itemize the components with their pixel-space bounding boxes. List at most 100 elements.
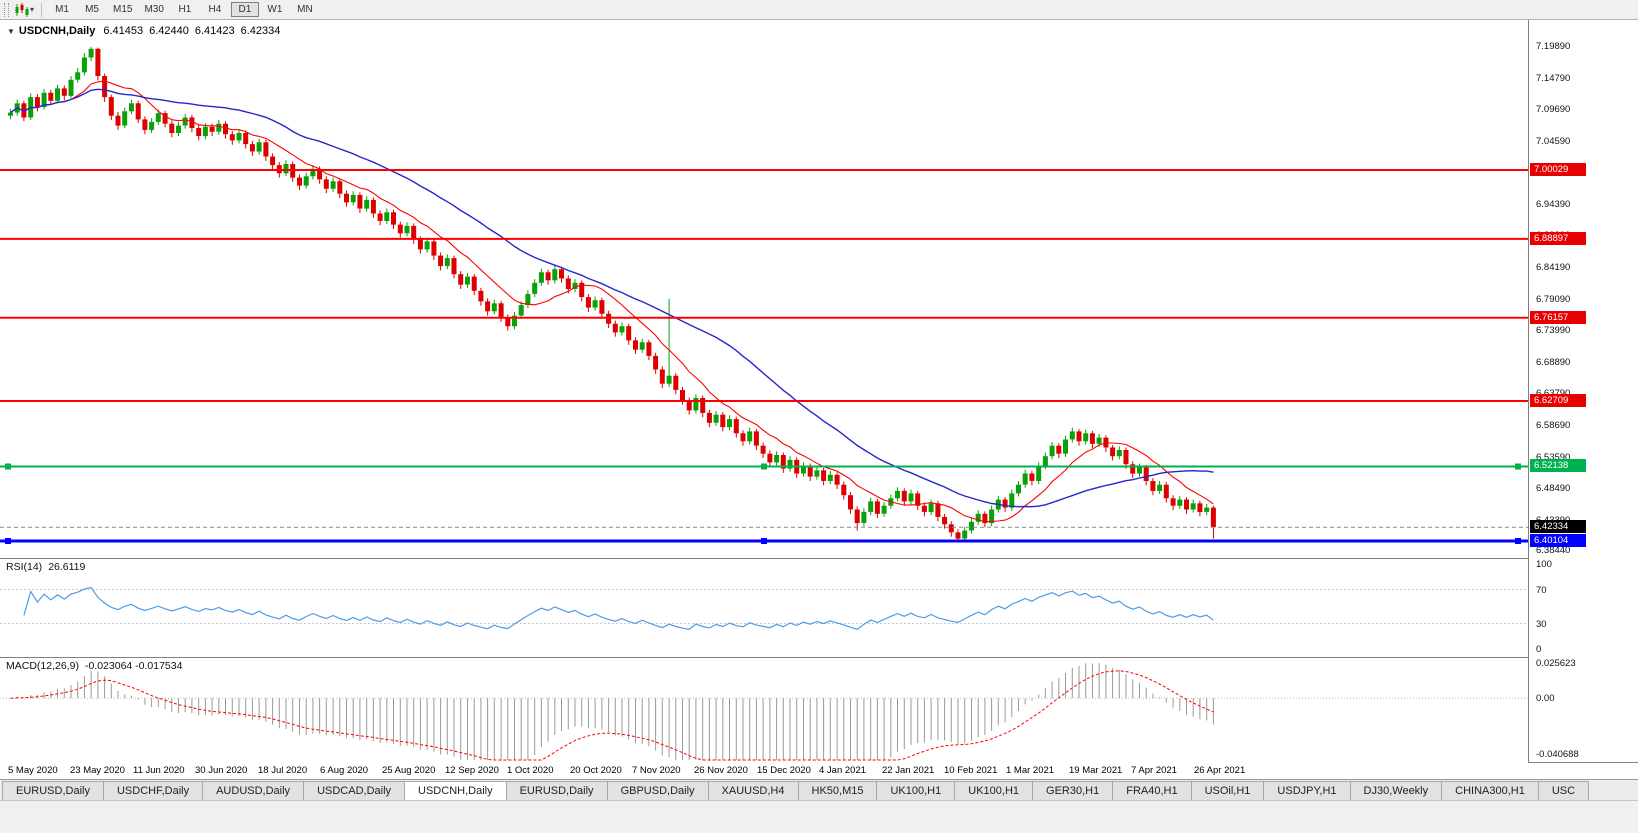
line-handle[interactable]: [761, 538, 767, 544]
line-handle[interactable]: [1515, 463, 1521, 470]
y-axis-tick: 6.58690: [1536, 420, 1571, 431]
chart-tab-5-eurusd-daily[interactable]: EURUSD,Daily: [505, 781, 608, 800]
x-axis-date: 18 Jul 2020: [258, 765, 308, 776]
y-axis-tick: 0.025623: [1536, 658, 1576, 669]
macd-panel-canvas[interactable]: [0, 657, 1528, 762]
toolbar-separator: [41, 2, 43, 17]
y-axis-tick: 7.04590: [1536, 136, 1571, 147]
chart-tab-13-usoil-h1[interactable]: USOil,H1: [1190, 781, 1265, 800]
price-label: 7.00029: [1530, 163, 1586, 176]
x-axis-date: 1 Oct 2020: [507, 765, 554, 776]
y-axis-tick: 6.63790: [1536, 388, 1570, 399]
timeframe-button-m1[interactable]: M1: [55, 4, 69, 15]
y-axis-tick: 0.00: [1536, 693, 1555, 704]
chart-tab-8-hk50-m15[interactable]: HK50,M15: [797, 781, 878, 800]
rsi-indicator-value: 26.6119: [48, 561, 86, 573]
timeframes-toolbar: ▾ M1 M5 M15 M30 H1 H4 D1 W1 MN: [0, 0, 1638, 20]
chart-tab-6-gbpusd-daily[interactable]: GBPUSD,Daily: [606, 781, 709, 800]
y-axis[interactable]: 7.198907.147907.096907.045906.994906.943…: [1528, 20, 1638, 762]
one-click-trading-arrow-icon[interactable]: ▼: [7, 27, 15, 36]
line-handle[interactable]: [1515, 538, 1521, 544]
x-axis-date: 7 Nov 2020: [632, 765, 681, 776]
toolbar-grip[interactable]: [4, 2, 9, 17]
y-axis-tick: 6.73990: [1536, 325, 1571, 336]
chart-tab-17-usc[interactable]: USC: [1537, 781, 1590, 800]
chart-tab-9-uk100-h1[interactable]: UK100,H1: [876, 781, 956, 800]
chart-tab-11-ger30-h1[interactable]: GER30,H1: [1032, 781, 1114, 800]
chevron-down-icon[interactable]: ▾: [30, 5, 35, 14]
chart-tab-0-eurusd-daily[interactable]: EURUSD,Daily: [2, 781, 104, 800]
y-axis-tick: 6.94390: [1536, 199, 1571, 210]
price-label: 6.76157: [1530, 311, 1586, 324]
chart-tab-1-usdchf-daily[interactable]: USDCHF,Daily: [102, 781, 204, 800]
chart-tab-2-audusd-daily[interactable]: AUDUSD,Daily: [202, 781, 305, 800]
x-axis-date: 23 May 2020: [70, 765, 125, 776]
y-axis-tick: 7.09690: [1536, 104, 1571, 115]
y-axis-tick: 6.79090: [1536, 294, 1571, 305]
candlestick-chart-icon[interactable]: [13, 2, 30, 18]
x-axis-date: 26 Apr 2021: [1194, 765, 1246, 776]
chart-tab-15-dj30-weekly[interactable]: DJ30,Weekly: [1349, 781, 1443, 800]
rsi-line: [23, 586, 1214, 631]
y-axis-tick: 0: [1536, 644, 1542, 655]
macd-label: MACD(12,26,9) -0.023064 -0.017534: [6, 660, 182, 672]
timeframe-button-m5[interactable]: M5: [85, 4, 99, 15]
price-label: 6.42334: [1530, 520, 1586, 533]
y-axis-tick: -0.040688: [1536, 749, 1579, 760]
x-axis-date: 30 Jun 2020: [195, 765, 248, 776]
price-chart-canvas[interactable]: [0, 20, 1528, 558]
macd-indicator-values: -0.023064 -0.017534: [84, 660, 183, 672]
x-axis-date: 15 Dec 2020: [757, 765, 811, 776]
price-label: 6.88897: [1530, 232, 1586, 245]
chart-title: ▼ USDCNH,Daily 6.41453 6.42440 6.41423 6.4233…: [7, 25, 286, 37]
line-handle[interactable]: [761, 463, 767, 470]
x-axis-date: 25 Aug 2020: [382, 765, 436, 776]
x-axis-date: 22 Jan 2021: [882, 765, 935, 776]
chart-tab-bar: EURUSD,Daily USDCHF,Daily AUDUSD,Daily USDC…: [0, 779, 1638, 800]
timeframe-buttons: M1 M5 M15 M30 H1 H4 D1 W1 MN: [47, 2, 320, 17]
y-axis-tick: 70: [1536, 585, 1547, 596]
chart-tab-10-uk100-h1[interactable]: UK100,H1: [954, 781, 1034, 800]
y-axis-tick: 6.38440: [1536, 545, 1571, 556]
timeframe-button-h4[interactable]: H4: [208, 4, 222, 15]
status-bar: [0, 800, 1638, 833]
x-axis-date: 4 Jan 2021: [819, 765, 867, 776]
y-axis-tick: 6.84190: [1536, 262, 1571, 273]
ma-fast-line: [10, 80, 1214, 523]
line-handle[interactable]: [5, 463, 11, 470]
line-handle[interactable]: [5, 538, 11, 544]
ohlc-high: 6.42440: [149, 25, 189, 37]
chart-tab-14-usdjpy-h1[interactable]: USDJPY,H1: [1263, 781, 1351, 800]
ma-slow-line: [10, 88, 1214, 508]
chart-tab-7-xauusd-h4[interactable]: XAUUSD,H4: [707, 781, 799, 800]
chart-tab-12-fra40-h1[interactable]: FRA40,H1: [1112, 781, 1192, 800]
rsi-indicator-name: RSI(14): [6, 561, 43, 573]
x-axis-date: 5 May 2020: [8, 765, 58, 776]
timeframe-button-d1[interactable]: D1: [230, 2, 259, 17]
ohlc-low: 6.41423: [194, 25, 235, 37]
ohlc-close: 6.42334: [240, 25, 281, 37]
timeframe-button-m15[interactable]: M15: [113, 4, 133, 15]
x-axis-date: 19 Mar 2021: [1069, 765, 1123, 776]
timeframe-button-m30[interactable]: M30: [144, 4, 164, 15]
chart-tab-3-usdcad-daily[interactable]: USDCAD,Daily: [303, 781, 406, 800]
panel-separator[interactable]: [0, 657, 1638, 658]
macd-signal-line: [10, 670, 1214, 761]
y-axis-tick: 30: [1536, 619, 1547, 630]
chart-tab-4-usdcnh-daily[interactable]: USDCNH,Daily: [404, 781, 507, 800]
rsi-label: RSI(14) 26.6119: [6, 561, 85, 573]
timeframe-button-h1[interactable]: H1: [178, 4, 192, 15]
chart-tab-16-china300-h1[interactable]: CHINA300,H1: [1441, 781, 1539, 800]
symbol-label: USDCNH,Daily: [18, 25, 96, 37]
ohlc-open: 6.41453: [103, 25, 144, 37]
timeframe-button-w1[interactable]: W1: [267, 4, 283, 15]
x-axis-date: 26 Nov 2020: [694, 765, 748, 776]
panel-separator[interactable]: [0, 558, 1638, 559]
timeframe-button-mn[interactable]: MN: [297, 4, 313, 15]
y-axis-tick: 6.53590: [1536, 452, 1571, 463]
x-axis[interactable]: 5 May 2020 23 May 2020 11 Jun 2020 30 Jun 2…: [0, 762, 1528, 779]
price-label: 6.62709: [1530, 394, 1586, 407]
price-label: 6.40104: [1530, 534, 1586, 547]
rsi-panel-canvas[interactable]: [0, 558, 1528, 657]
